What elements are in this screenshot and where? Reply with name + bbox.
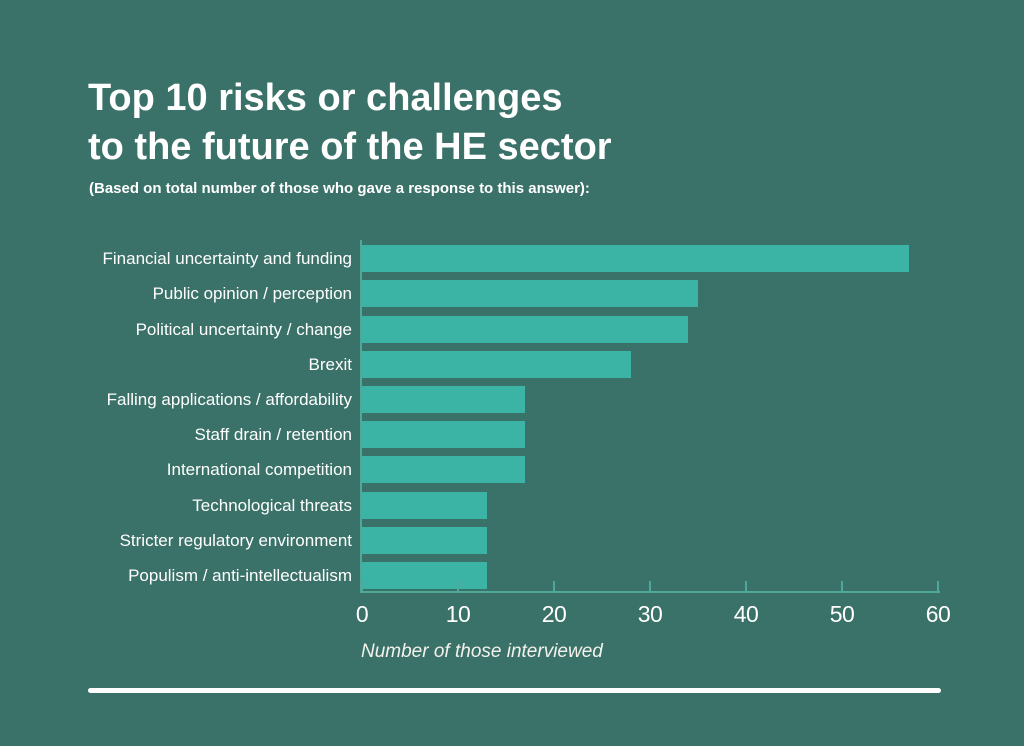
bar-chart: Financial uncertainty and funding Public … <box>70 241 938 593</box>
bar <box>362 315 689 343</box>
bar <box>362 561 487 589</box>
bar-track <box>362 315 938 343</box>
bar <box>362 385 526 413</box>
category-label: Falling applications / affordability <box>106 389 352 409</box>
bar-track <box>362 456 938 484</box>
x-axis-label: Number of those interviewed <box>361 641 603 662</box>
x-tick-label: 50 <box>829 601 855 627</box>
bar-track <box>362 491 938 519</box>
x-tick <box>361 581 363 591</box>
category-label: International competition <box>166 460 352 480</box>
category-label: Populism / anti-intellectualism <box>128 565 352 585</box>
x-tick <box>841 581 843 591</box>
x-tick-label: 10 <box>445 601 471 627</box>
x-tick <box>553 581 555 591</box>
category-label: Public opinion / perception <box>152 284 352 304</box>
chart-row: Populism / anti-intellectualism <box>70 558 938 593</box>
bar-track <box>362 280 938 308</box>
chart-row: Public opinion / perception <box>70 276 938 311</box>
chart-row: Political uncertainty / change <box>70 311 938 346</box>
bar <box>362 280 698 308</box>
x-tick-label: 30 <box>637 601 663 627</box>
bar <box>362 350 631 378</box>
category-label: Financial uncertainty and funding <box>102 249 353 269</box>
category-label: Political uncertainty / change <box>135 319 352 339</box>
x-tick-label: 20 <box>541 601 567 627</box>
chart-row: Financial uncertainty and funding <box>70 241 938 276</box>
bottom-divider <box>88 688 941 693</box>
bar-track <box>362 526 938 554</box>
chart-row: Technological threats <box>70 487 938 522</box>
bar-track <box>362 350 938 378</box>
page-title-line-2: to the future of the HE sector <box>88 126 612 168</box>
bar-track <box>362 245 938 273</box>
x-axis-line <box>360 591 940 593</box>
bar-track <box>362 385 938 413</box>
category-label: Staff drain / retention <box>194 425 352 445</box>
y-axis-line <box>360 240 362 593</box>
chart-row: International competition <box>70 452 938 487</box>
bar-track <box>362 561 938 589</box>
x-tick-label: 40 <box>733 601 759 627</box>
x-axis: 0 10 20 30 40 50 60 <box>356 581 951 637</box>
page-title-line-1: Top 10 risks or challenges <box>88 77 563 119</box>
bar <box>362 491 487 519</box>
x-tick-label: 0 <box>355 601 369 627</box>
category-label: Brexit <box>308 354 352 374</box>
x-tick-label: 60 <box>925 601 951 627</box>
bar-track <box>362 421 938 449</box>
bar <box>362 421 526 449</box>
x-tick <box>745 581 747 591</box>
bar <box>362 456 526 484</box>
x-tick <box>937 581 939 591</box>
bar <box>362 526 487 554</box>
page-subtitle: (Based on total number of those who gave… <box>89 180 590 197</box>
chart-row: Stricter regulatory environment <box>70 523 938 558</box>
page-title: Top 10 risks or challenges to the future… <box>88 74 612 172</box>
x-tick <box>457 581 459 591</box>
chart-row: Brexit <box>70 347 938 382</box>
chart-row: Staff drain / retention <box>70 417 938 452</box>
category-label: Technological threats <box>192 495 352 515</box>
chart-row: Falling applications / affordability <box>70 382 938 417</box>
category-label: Stricter regulatory environment <box>119 530 352 550</box>
x-tick <box>649 581 651 591</box>
bar <box>362 245 910 273</box>
